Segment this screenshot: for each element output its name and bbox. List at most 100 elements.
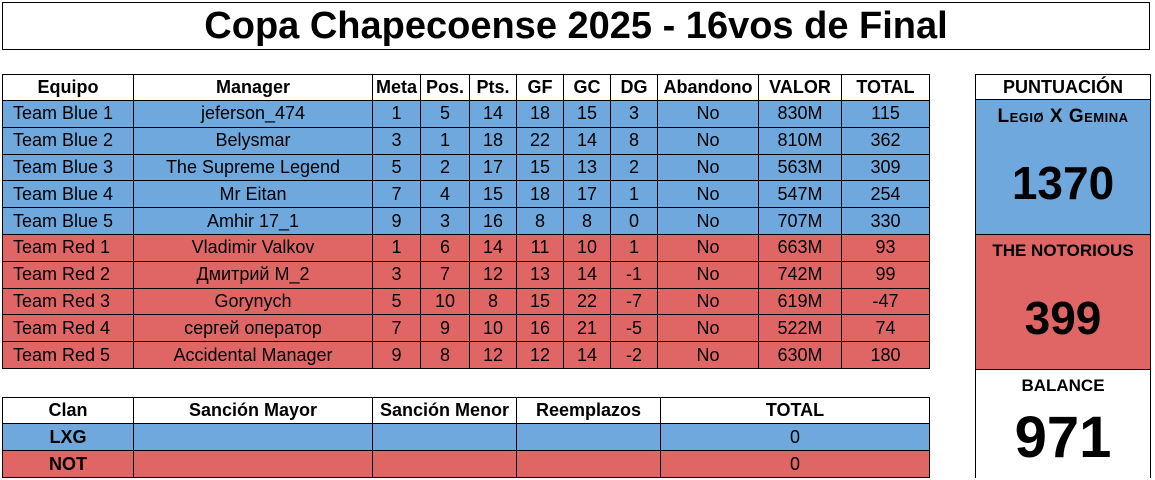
table-row: Team Blue 2 Belysmar 3 1 18 22 14 8 No 810M 362 <box>2 126 930 155</box>
balance-value: 971 <box>1014 405 1112 470</box>
cell-abandono: No <box>657 341 759 369</box>
cell-dg: -2 <box>610 341 658 369</box>
cell-gc: 17 <box>563 180 611 209</box>
cell-valor: 707M <box>758 207 842 235</box>
clan-table: Clan Sanción Mayor Sanción Menor Reempla… <box>2 397 930 478</box>
cell-gf: 15 <box>516 287 564 316</box>
cell-valor: 619M <box>758 287 842 316</box>
table-row: Team Red 1 Vladimir Valkov 1 6 14 11 10 1 No 663M… <box>2 233 930 262</box>
clan-cell-menor <box>372 423 517 451</box>
clan-cell-reemplazos <box>516 423 661 451</box>
cell-pos: 5 <box>420 100 470 128</box>
cell-valor: 630M <box>758 341 842 369</box>
col-header-reemplazos: Reemplazos <box>516 397 661 424</box>
cell-total: 330 <box>841 207 930 235</box>
cell-valor: 830M <box>758 100 842 128</box>
cell-abandono: No <box>657 100 759 128</box>
cell-gf: 15 <box>516 153 564 182</box>
red-clan-score: 399 <box>1024 292 1102 344</box>
cell-team: Team Red 2 <box>2 260 134 289</box>
red-clan-name: THE NOTORIOUS <box>992 241 1134 260</box>
col-header-dg: DG <box>610 74 658 101</box>
clan-cell-clan: NOT <box>2 450 134 478</box>
clan-row: LXG 0 <box>2 423 930 451</box>
cell-meta: 7 <box>372 180 421 209</box>
clan-header-row: Clan Sanción Mayor Sanción Menor Reempla… <box>2 397 930 424</box>
cell-meta: 9 <box>372 207 421 235</box>
clan-cell-menor <box>372 450 517 478</box>
balance-box: BALANCE 971 <box>976 370 1150 478</box>
cell-dg: -1 <box>610 260 658 289</box>
cell-total: 180 <box>841 341 930 369</box>
cell-dg: 1 <box>610 233 658 262</box>
cell-total: 99 <box>841 260 930 289</box>
cell-meta: 5 <box>372 153 421 182</box>
balance-label: BALANCE <box>1021 376 1105 395</box>
cell-team: Team Blue 2 <box>2 126 134 155</box>
table-row: Team Blue 3 The Supreme Legend 5 2 17 15 13 2 No… <box>2 153 930 182</box>
cell-gc: 13 <box>563 153 611 182</box>
cell-pts: 12 <box>469 260 517 289</box>
cell-gc: 8 <box>563 207 611 235</box>
col-header-gf: GF <box>516 74 564 101</box>
table-row: Team Red 5 Accidental Manager 9 8 12 12 14 -2 No… <box>2 341 930 369</box>
cell-manager: Accidental Manager <box>133 341 373 369</box>
cell-pos: 2 <box>420 153 470 182</box>
cell-abandono: No <box>657 287 759 316</box>
standings-table: Equipo Manager Meta Pos. Pts. GF GC DG A… <box>2 74 930 369</box>
clan-cell-reemplazos <box>516 450 661 478</box>
cell-gc: 14 <box>563 126 611 155</box>
cell-team: Team Red 4 <box>2 314 134 343</box>
cell-team: Team Blue 5 <box>2 207 134 235</box>
col-header-abandono: Abandono <box>657 74 759 101</box>
cell-manager: Дмитрий М_2 <box>133 260 373 289</box>
cell-manager: сергей оператор <box>133 314 373 343</box>
cell-dg: 8 <box>610 126 658 155</box>
cell-meta: 7 <box>372 314 421 343</box>
col-header-sancion-menor: Sanción Menor <box>372 397 517 424</box>
cell-pts: 10 <box>469 314 517 343</box>
score-panel: PUNTUACIÓN Legiø X Gemina 1370 THE NOTOR… <box>975 74 1151 478</box>
col-header-clan: Clan <box>2 397 134 424</box>
col-header-meta: Meta <box>372 74 421 101</box>
cell-dg: 0 <box>610 207 658 235</box>
cell-gc: 14 <box>563 260 611 289</box>
cell-dg: 1 <box>610 180 658 209</box>
cell-valor: 547M <box>758 180 842 209</box>
cell-dg: 2 <box>610 153 658 182</box>
score-header: PUNTUACIÓN <box>976 75 1150 100</box>
cell-meta: 5 <box>372 287 421 316</box>
cell-total: 115 <box>841 100 930 128</box>
cell-valor: 810M <box>758 126 842 155</box>
cell-abandono: No <box>657 180 759 209</box>
cell-pos: 9 <box>420 314 470 343</box>
cell-pts: 15 <box>469 180 517 209</box>
cell-manager: Vladimir Valkov <box>133 233 373 262</box>
clan-row: NOT 0 <box>2 450 930 478</box>
table-row: Team Red 2 Дмитрий М_2 3 7 12 13 14 -1 No 742M 99 <box>2 260 930 289</box>
cell-gc: 15 <box>563 100 611 128</box>
cell-abandono: No <box>657 153 759 182</box>
cell-pos: 7 <box>420 260 470 289</box>
cell-gf: 16 <box>516 314 564 343</box>
col-header-valor: VALOR <box>758 74 842 101</box>
cell-pts: 16 <box>469 207 517 235</box>
cell-team: Team Red 3 <box>2 287 134 316</box>
cell-total: 74 <box>841 314 930 343</box>
clan-cell-clan: LXG <box>2 423 134 451</box>
clan-cell-mayor <box>133 423 373 451</box>
table-row: Team Blue 4 Mr Eitan 7 4 15 18 17 1 No 547M 254 <box>2 180 930 209</box>
cell-abandono: No <box>657 260 759 289</box>
cell-dg: -5 <box>610 314 658 343</box>
cell-abandono: No <box>657 233 759 262</box>
cell-pos: 3 <box>420 207 470 235</box>
cell-pos: 6 <box>420 233 470 262</box>
cell-manager: Amhir 17_1 <box>133 207 373 235</box>
cell-gc: 10 <box>563 233 611 262</box>
blue-clan-name: Legiø X Gemina <box>997 106 1129 127</box>
cell-meta: 3 <box>372 126 421 155</box>
col-header-gc: GC <box>563 74 611 101</box>
cell-meta: 1 <box>372 233 421 262</box>
cell-valor: 522M <box>758 314 842 343</box>
cell-manager: Gorynych <box>133 287 373 316</box>
